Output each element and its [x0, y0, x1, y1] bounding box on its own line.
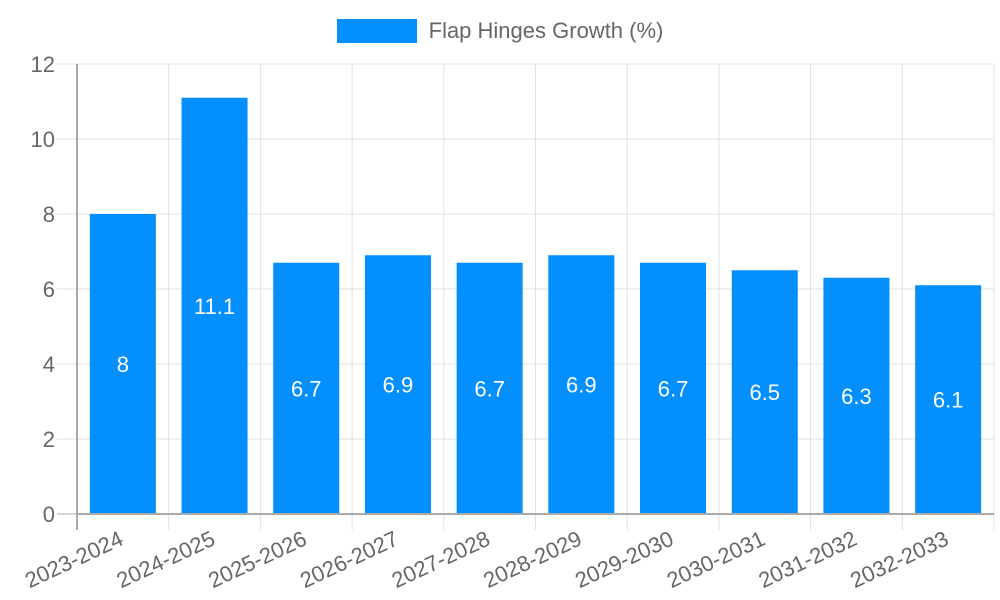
x-tick-label: 2025-2026 [204, 526, 310, 593]
y-tick-label: 0 [43, 502, 55, 527]
data-label: 6.7 [291, 376, 322, 401]
x-tick-label: 2027-2028 [388, 526, 494, 593]
data-label: 6.9 [383, 373, 414, 398]
y-tick-label: 10 [31, 127, 55, 152]
x-tick-label: 2026-2027 [296, 526, 402, 593]
y-tick-label: 6 [43, 277, 55, 302]
bar[interactable] [915, 285, 982, 514]
data-label: 11.1 [194, 294, 235, 319]
y-tick-label: 8 [43, 202, 55, 227]
y-tick-label: 12 [31, 52, 55, 77]
data-label: 6.5 [749, 380, 780, 405]
y-tick-label: 4 [43, 352, 55, 377]
bar[interactable] [823, 277, 890, 514]
x-tick-label: 2032-2033 [846, 526, 952, 593]
data-label: 6.3 [841, 384, 872, 409]
bar[interactable] [181, 97, 248, 514]
y-axis-ticks: 0 2 4 6 8 10 12 [31, 52, 55, 527]
x-tick-label: 2029-2030 [571, 526, 677, 593]
bar[interactable] [456, 262, 523, 514]
legend-label: Flap Hinges Growth (%) [428, 18, 664, 43]
x-axis-ticks: 2023-20242024-20252025-20262026-20272027… [21, 526, 952, 593]
bar[interactable] [89, 214, 156, 514]
x-tick-label: 2024-2025 [113, 526, 219, 593]
data-label: 6.9 [566, 373, 597, 398]
chart-legend: Flap Hinges Growth (%) [0, 18, 1000, 44]
data-label: 6.7 [474, 376, 505, 401]
bar[interactable] [273, 262, 340, 514]
bar[interactable] [364, 255, 431, 514]
x-tick-label: 2028-2029 [480, 526, 586, 593]
data-label: 6.7 [658, 376, 689, 401]
data-label: 6.1 [933, 388, 964, 413]
bar[interactable] [731, 270, 798, 514]
data-labels: 8 11.1 6.7 6.9 6.7 6.9 6.7 6.5 6.3 6.1 [117, 294, 964, 413]
x-tick-label: 2030-2031 [663, 526, 769, 593]
data-label: 8 [117, 352, 129, 377]
x-tick-label: 2023-2024 [21, 526, 127, 593]
bar[interactable] [548, 255, 615, 514]
bar[interactable] [640, 262, 707, 514]
legend-swatch[interactable] [336, 19, 417, 43]
x-tick-label: 2031-2032 [755, 526, 861, 593]
bars [89, 97, 982, 514]
y-tick-label: 2 [43, 427, 55, 452]
